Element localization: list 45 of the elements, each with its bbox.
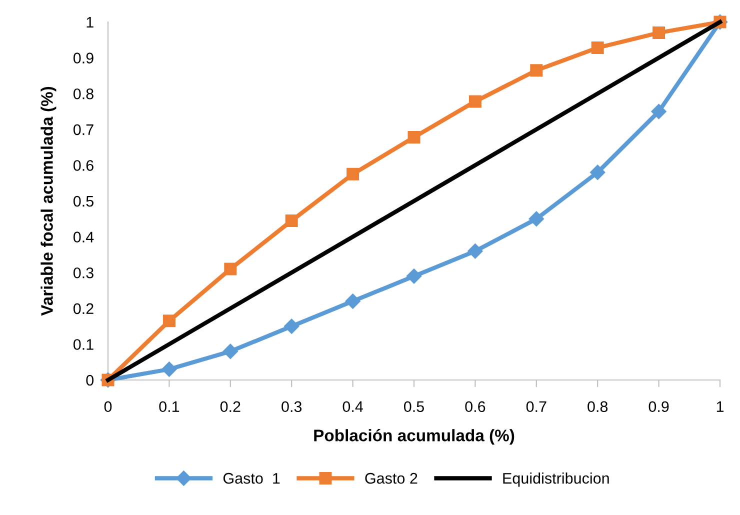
point: [406, 268, 422, 284]
point: [162, 362, 177, 377]
y-tick-label: 0.2: [73, 303, 94, 314]
point: [224, 262, 237, 276]
y-tick-label: 0.5: [73, 196, 94, 207]
x-tick-label: 0.1: [159, 401, 180, 412]
point: [530, 64, 543, 77]
x-tick-label: 0.6: [465, 401, 486, 412]
y-tick-label: 1: [86, 17, 94, 28]
point: [345, 294, 360, 309]
point: [408, 131, 420, 144]
point: [284, 318, 300, 334]
x-tick-label: 0.2: [220, 401, 240, 412]
x-tick-label: 0.3: [282, 401, 302, 412]
y-tick-label: 0.4: [73, 232, 94, 242]
y-tick-label: 0.1: [73, 339, 94, 350]
point: [468, 244, 483, 259]
point: [222, 344, 238, 359]
point: [162, 314, 176, 328]
x-tick-label: 0: [104, 401, 112, 412]
y-tick-label: 0.6: [73, 160, 94, 171]
y-tick-label: 0.3: [73, 267, 94, 278]
point: [591, 42, 604, 54]
legend-label: Equidistribucion: [503, 472, 609, 487]
x-axis-title: Población acumulada (%): [314, 428, 514, 445]
point: [590, 164, 606, 180]
point: [528, 211, 544, 226]
point: [652, 26, 666, 39]
y-tick-label: 0.9: [73, 52, 94, 64]
point: [285, 214, 298, 227]
x-tick-label: 0.7: [526, 401, 546, 412]
y-tick-label: 0.8: [73, 88, 94, 100]
point: [468, 95, 482, 108]
x-tick-label: 0.9: [648, 401, 669, 412]
legend-label: Gasto 2: [365, 472, 418, 484]
point: [651, 104, 666, 120]
y-tick-label: 0.7: [73, 124, 94, 136]
y-tick-label: 0: [86, 374, 94, 386]
y-axis-title: Variable focal acumulada (%): [40, 86, 56, 316]
point: [346, 168, 360, 180]
x-tick-label: 0.5: [404, 401, 424, 412]
x-tick-label: 0.4: [342, 401, 363, 412]
x-tick-label: 0.8: [588, 401, 608, 412]
legend-label: Gasto 1: [223, 472, 280, 484]
x-tick-label: 1: [716, 401, 724, 412]
